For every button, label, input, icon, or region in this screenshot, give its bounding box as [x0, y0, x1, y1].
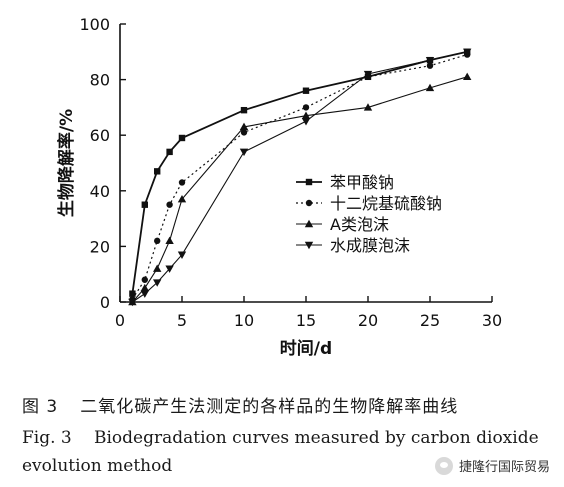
marker-square	[302, 87, 310, 94]
marker-triangle-down	[165, 265, 174, 273]
marker-circle	[154, 237, 161, 245]
marker-square	[166, 148, 173, 156]
marker-triangle-up	[363, 103, 373, 111]
watermark-text: 捷隆行国际贸易	[458, 460, 550, 475]
marker-triangle-down	[304, 241, 314, 250]
y-tick-label: 80	[90, 71, 110, 90]
x-tick-label: 15	[296, 311, 316, 330]
marker-triangle-down	[140, 290, 149, 298]
marker-square	[305, 178, 313, 186]
marker-triangle-up	[239, 122, 249, 131]
marker-triangle-down	[463, 48, 472, 56]
marker-triangle-down	[301, 118, 311, 126]
chart-svg: 0 20 40 60 80 100 0 5 10 15 20 25 30 时间/d 生物降解率/% 苯甲酸钠十…	[56, 15, 502, 359]
marker-triangle-down	[177, 251, 187, 259]
marker-square	[129, 290, 136, 297]
marker-triangle-up	[153, 264, 162, 272]
caption-cn-figure-number: 图 3	[22, 397, 59, 417]
marker-triangle-down	[239, 148, 249, 157]
y-tick-label: 40	[90, 182, 110, 201]
y-tick-label: 100	[79, 15, 110, 34]
marker-triangle-up	[177, 194, 187, 203]
marker-circle	[305, 199, 313, 207]
y-tick-label: 0	[100, 293, 110, 312]
legend-label-1: 苯甲酸钠	[330, 173, 394, 192]
x-tick-label: 20	[358, 311, 378, 330]
marker-triangle-down	[128, 298, 137, 307]
marker-triangle-down	[153, 279, 162, 287]
x-tick-label: 30	[482, 311, 502, 330]
caption-english: Fig. 3 Biodegradation curves measured by …	[22, 424, 552, 480]
x-axis-label: 时间/d	[280, 338, 332, 359]
x-tick-label: 5	[177, 311, 187, 330]
legend-label-4: 水成膜泡沫	[330, 236, 410, 255]
marker-square	[141, 201, 148, 208]
marker-triangle-up	[140, 283, 149, 292]
x-tick-label: 0	[115, 311, 125, 330]
y-axis-label: 生物降解率/%	[56, 109, 77, 217]
marker-circle	[426, 62, 434, 69]
legend-label-2: 十二烷基硫酸钠	[330, 194, 442, 213]
legend-label-3: A类泡沫	[330, 215, 389, 234]
caption-en-figure-number: Fig. 3	[22, 428, 72, 448]
marker-triangle-up	[304, 219, 314, 228]
marker-circle	[141, 276, 148, 283]
y-tick-label: 60	[90, 126, 110, 145]
marker-square	[178, 134, 186, 142]
marker-square	[154, 168, 161, 175]
y-tick-label: 20	[90, 237, 110, 256]
marker-circle	[302, 104, 310, 111]
watermark: 捷隆行国际贸易	[434, 456, 550, 475]
marker-triangle-up	[425, 83, 435, 92]
marker-circle	[240, 129, 248, 136]
chart: 0 20 40 60 80 100 0 5 10 15 20 25 30 时间/d 生物降解率/% 苯甲酸钠十…	[56, 15, 502, 359]
series-line-2	[131, 54, 468, 300]
marker-triangle-up	[463, 72, 472, 81]
chat-bubble-icon	[434, 456, 453, 475]
marker-triangle-up	[165, 236, 174, 245]
marker-triangle-down	[363, 70, 373, 79]
series-line-1	[131, 50, 468, 294]
marker-square	[240, 106, 248, 114]
caption-en-text: Biodegradation curves measured by carbon…	[22, 428, 539, 476]
marker-triangle-up	[301, 111, 311, 119]
series-line-3	[131, 76, 468, 303]
x-tick-label: 25	[420, 311, 440, 330]
caption-chinese: 图 3 二氧化碳产生法测定的各样品的生物降解率曲线	[22, 392, 458, 417]
marker-circle	[166, 201, 173, 208]
caption-cn-text: 二氧化碳产生法测定的各样品的生物降解率曲线	[80, 397, 459, 417]
marker-triangle-down	[425, 56, 435, 65]
marker-circle	[178, 179, 186, 186]
series-line-4	[132, 51, 468, 303]
x-tick-label: 10	[234, 311, 254, 330]
